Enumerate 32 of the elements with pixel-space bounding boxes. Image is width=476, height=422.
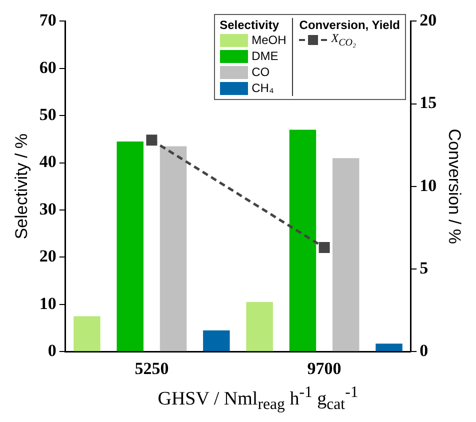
y-tick-label: 30 <box>39 199 56 218</box>
x-tick-label: 9700 <box>307 359 342 378</box>
bar <box>289 130 316 352</box>
y-tick-label: 70 <box>39 10 56 30</box>
y2-axis-title: Conversion / % <box>445 128 464 244</box>
bar <box>376 344 402 352</box>
y-tick-label: 40 <box>39 152 56 172</box>
legend-label: MeOH <box>252 33 286 47</box>
y2-tick-label: 10 <box>420 176 437 195</box>
y-tick-label: 20 <box>39 246 56 266</box>
bar <box>332 158 360 352</box>
y-tick-label: 50 <box>39 104 56 124</box>
bar <box>116 142 144 352</box>
legend-label: CH₄ <box>252 81 274 95</box>
bar <box>74 316 100 352</box>
y2-tick-label: 20 <box>420 10 437 30</box>
y-axis-title: Selectivity / % <box>12 133 31 240</box>
bar <box>246 302 273 352</box>
x-tick-label: 5250 <box>134 359 169 378</box>
y-tick-label: 60 <box>39 58 56 77</box>
legend-label: X$_{CO₂}$ <box>331 31 356 49</box>
y2-tick-label: 0 <box>420 340 428 360</box>
legend-label: CO <box>252 65 270 79</box>
y2-tick-label: 5 <box>420 258 428 278</box>
y2-tick-label: 15 <box>420 93 437 112</box>
legend-title: Selectivity <box>220 18 280 32</box>
bar <box>203 330 230 352</box>
legend-label: DME <box>252 49 278 63</box>
y-tick-label: 10 <box>39 294 56 313</box>
bar <box>160 146 187 352</box>
annotation: Conversion, Yield <box>299 18 400 32</box>
y-tick-label: 0 <box>48 340 56 360</box>
